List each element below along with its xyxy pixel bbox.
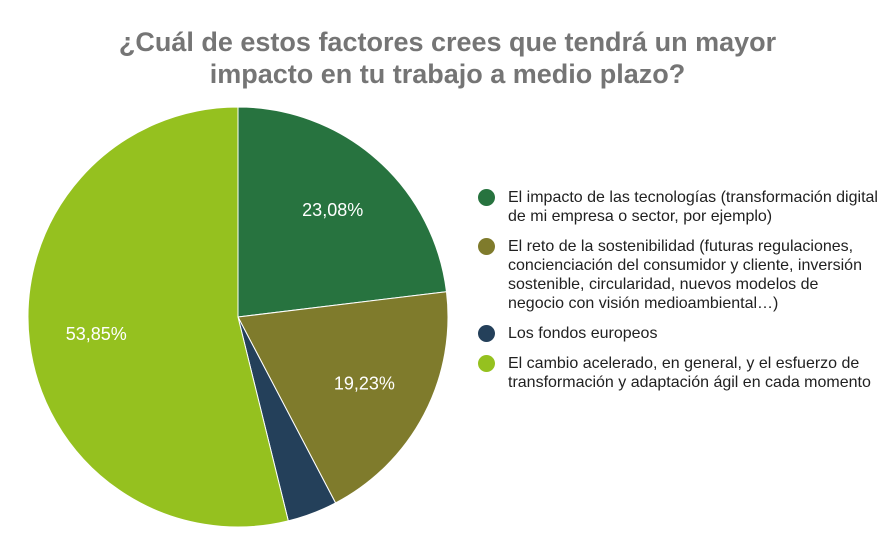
legend-swatch-icon xyxy=(478,189,495,206)
legend-item-2: El reto de la sostenibilidad (futuras re… xyxy=(478,237,878,313)
chart-title-line-1: ¿Cuál de estos factores crees que tendrá… xyxy=(118,27,777,57)
pie-slice-label-1: 23,08% xyxy=(302,200,363,220)
legend-label: El impacto de las tecnologías (transform… xyxy=(508,189,878,225)
legend-label: Los fondos europeos xyxy=(508,325,658,342)
legend-item-4: El cambio acelerado, en general, y el es… xyxy=(478,354,878,392)
chart-title: ¿Cuál de estos factores crees que tendrá… xyxy=(0,26,895,90)
legend: El impacto de las tecnologías (transform… xyxy=(478,188,878,403)
legend-label: El reto de la sostenibilidad (futuras re… xyxy=(508,238,862,312)
legend-swatch-icon xyxy=(478,238,495,255)
pie-slice-1 xyxy=(237,106,448,318)
legend-item-3: Los fondos europeos xyxy=(478,324,878,343)
pie-slices xyxy=(27,106,449,528)
legend-label: El cambio acelerado, en general, y el es… xyxy=(508,355,871,391)
pie-labels: 23,08% 19,23% 53,85% xyxy=(66,200,395,393)
pie-slice-4 xyxy=(27,106,289,528)
legend-swatch-icon xyxy=(478,355,495,372)
pie-slice-label-4: 53,85% xyxy=(66,324,127,344)
legend-item-1: El impacto de las tecnologías (transform… xyxy=(478,188,878,226)
pie-slice-2 xyxy=(237,291,449,504)
pie-slice-label-2: 19,23% xyxy=(334,373,395,393)
legend-swatch-icon xyxy=(478,325,495,342)
chart-title-line-2: impacto en tu trabajo a medio plazo? xyxy=(209,59,686,89)
